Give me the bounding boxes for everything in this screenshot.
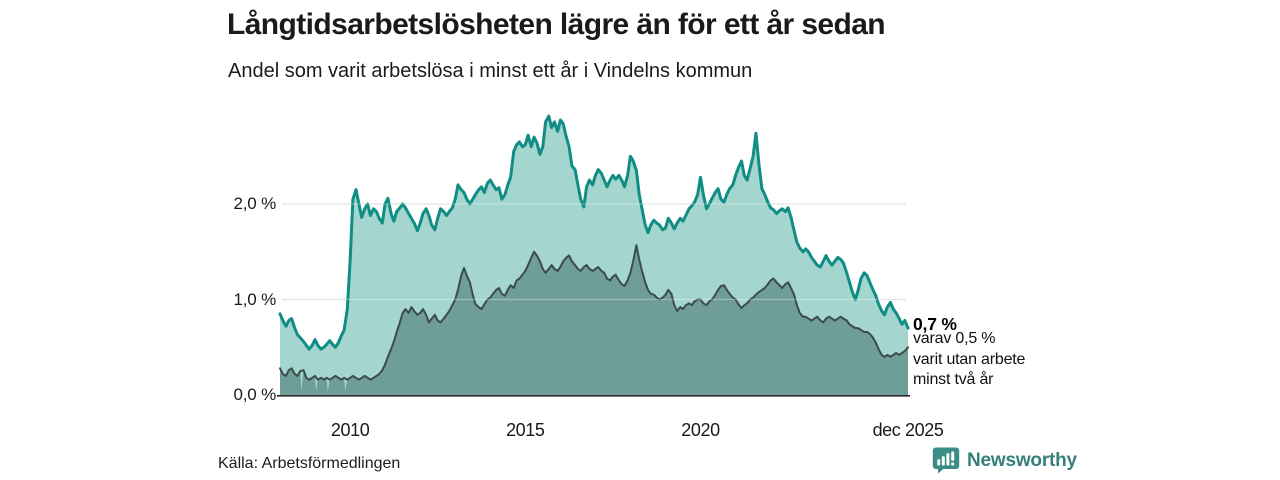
page-subtitle: Andel som varit arbetslösa i minst ett å… xyxy=(228,60,753,82)
annotation-value: 0,7 % xyxy=(913,314,957,334)
y-tick-label: 0,0 % xyxy=(233,385,277,404)
bar-chart-speech-bubble-icon xyxy=(932,447,960,474)
newsworthy-wordmark: Newsworthy xyxy=(967,449,1077,471)
y-axis: 0,0 % 1,0 % 2,0 % xyxy=(190,0,277,480)
y-tick-label: 2,0 % xyxy=(233,194,277,213)
source-note: Källa: Arbetsförmedlingen xyxy=(218,455,401,472)
x-tick-label: 2020 xyxy=(681,420,720,440)
x-tick-label: 2015 xyxy=(506,420,545,440)
annotation-text: varav 0,5 % varit utan arbete minst två … xyxy=(913,330,1026,388)
newsworthy-logo[interactable]: Newsworthy xyxy=(932,447,1077,474)
y-tick-label: 1,0 % xyxy=(233,289,277,309)
series-line-1 xyxy=(279,244,909,381)
page-title: Långtidsarbetslösheten lägre än för ett … xyxy=(227,8,886,41)
series-line-0 xyxy=(278,114,910,351)
x-axis: 2010 2015 2020 dec 2025 xyxy=(0,420,1280,442)
x-tick-label: 2010 xyxy=(330,420,370,440)
x-tick-label: dec 2025 xyxy=(872,420,944,440)
series-area-1 xyxy=(280,245,908,395)
